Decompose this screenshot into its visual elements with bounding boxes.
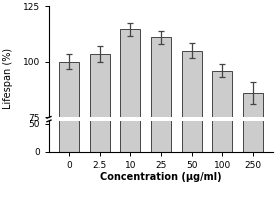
Bar [243, 104, 263, 152]
Bar [120, 29, 140, 202]
Bar [212, 71, 232, 202]
Bar [59, 96, 79, 152]
Bar [182, 93, 202, 152]
Bar [59, 62, 79, 202]
X-axis label: Concentration (μg/ml): Concentration (μg/ml) [100, 172, 222, 182]
Bar [151, 90, 171, 152]
Bar [90, 94, 110, 152]
Bar [243, 93, 263, 202]
Bar [212, 98, 232, 152]
Bar [151, 37, 171, 202]
Text: Lifespan (%): Lifespan (%) [3, 48, 13, 109]
Bar [120, 88, 140, 152]
Bar [182, 50, 202, 202]
Bar [90, 54, 110, 202]
